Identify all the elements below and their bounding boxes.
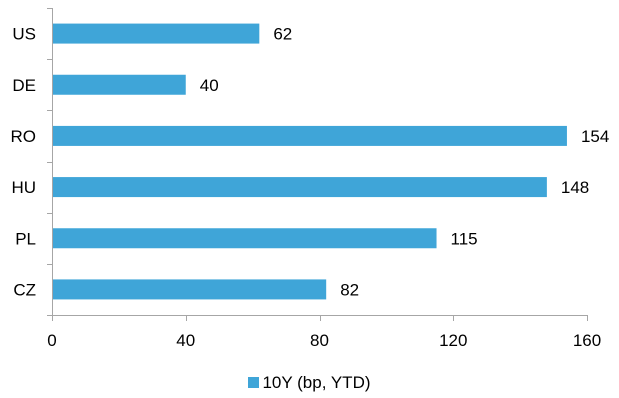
data-label-ro: 154 xyxy=(581,127,609,146)
data-label-us: 62 xyxy=(273,25,292,44)
x-tick-label: 120 xyxy=(439,331,467,350)
x-tick-label: 40 xyxy=(176,331,195,350)
bar-hu xyxy=(52,177,547,198)
bar-ro xyxy=(52,125,567,146)
category-label-pl: PL xyxy=(15,229,36,248)
data-label-de: 40 xyxy=(200,76,219,95)
data-label-hu: 148 xyxy=(561,178,589,197)
legend-label: 10Y (bp, YTD) xyxy=(262,373,371,392)
legend-swatch xyxy=(248,377,260,388)
bar-cz xyxy=(52,279,327,300)
data-label-cz: 82 xyxy=(340,280,359,299)
bar-de xyxy=(52,74,186,95)
category-label-ro: RO xyxy=(11,127,37,146)
category-label-us: US xyxy=(12,25,36,44)
legend: 10Y (bp, YTD) xyxy=(0,373,619,393)
bar-us xyxy=(52,23,260,44)
x-tick-label: 80 xyxy=(310,331,329,350)
category-label-de: DE xyxy=(12,76,36,95)
category-label-cz: CZ xyxy=(13,280,36,299)
data-label-pl: 115 xyxy=(451,229,478,248)
bar-pl xyxy=(52,228,437,249)
category-label-hu: HU xyxy=(11,178,36,197)
x-tick-label: 0 xyxy=(47,331,56,350)
x-tick-label: 160 xyxy=(573,331,601,350)
